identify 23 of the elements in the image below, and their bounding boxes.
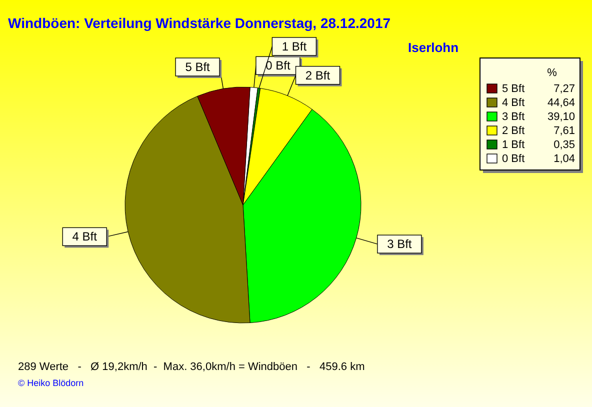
chart-title: Windböen: Verteilung Windstärke Donnerstag, 28.12.2017 [8,15,391,31]
legend-label: 1 Bft [502,139,525,151]
data-label: 0,35 [554,139,575,151]
slice-label: 2 Bft [305,68,331,82]
data-label: 7,27 [554,83,575,95]
slice-label: 0 Bft [266,58,291,73]
data-label: 39,10 [547,111,575,123]
chart-subtitle: Iserlohn [408,40,459,55]
legend-title: % [547,67,558,79]
legend-label: 4 Bft [502,97,525,109]
data-label: 1,04 [554,153,575,165]
slice-label: 5 Bft [185,60,211,74]
text: 289 Werte - Ø 19,2km/h - Max. 36,0km/h = Windböen - 459.6 km [18,361,365,373]
data-label: 44,64 [547,97,575,109]
slice-label: 1 Bft [282,39,308,54]
legend-label: 2 Bft [502,125,525,137]
data-label: 7,61 [554,125,575,137]
slice-label: 3 Bft [387,237,412,252]
legend-label: 5 Bft [502,83,525,95]
legend-label: 0 Bft [502,153,525,165]
legend-label: 3 Bft [502,111,525,123]
slice-label: 4 Bft [72,230,98,244]
text: © Heiko Blödorn [18,378,84,388]
